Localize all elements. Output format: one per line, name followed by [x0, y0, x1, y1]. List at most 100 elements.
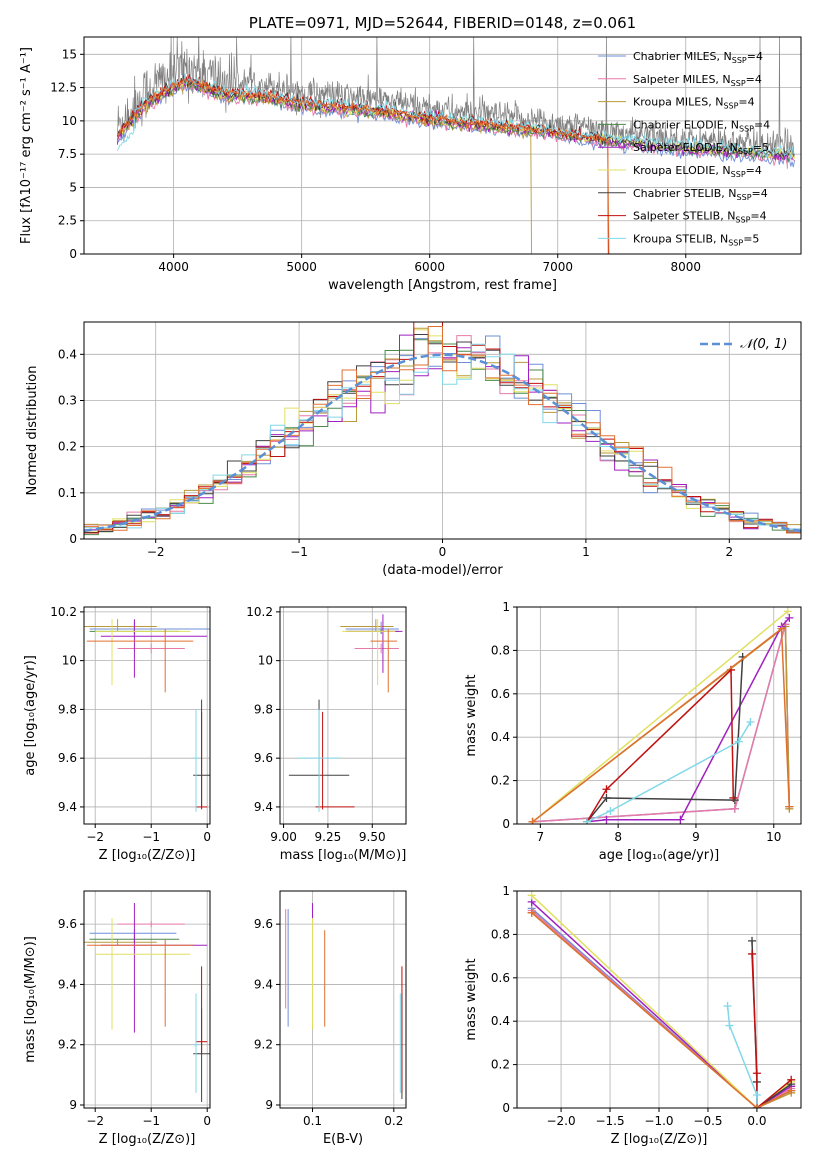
y-tick-label: 15	[62, 47, 77, 61]
error-bar	[100, 619, 208, 678]
y-tick-label: 0.8	[491, 927, 510, 941]
y-axis-label: mass weight	[464, 958, 479, 1040]
weight-point	[785, 613, 794, 622]
legend-entry: Kroupa ELODIE, NSSP=4	[633, 164, 762, 179]
weight-series	[726, 1005, 758, 1108]
error-bar	[354, 643, 399, 654]
y-tick-label: 0.2	[491, 774, 510, 788]
y-axis-label: Flux [fλ10⁻¹⁷ erg cm⁻² s⁻¹ A⁻¹]	[19, 47, 34, 244]
x-tick-label: 8	[614, 830, 622, 844]
error-bar	[347, 614, 403, 673]
weight-point	[528, 817, 537, 824]
y-tick-label: 9.6	[58, 751, 77, 765]
error-bar	[196, 966, 208, 1054]
weight-point	[752, 1104, 761, 1108]
y-tick-label: 0	[69, 247, 77, 261]
mass-vs-EBV-grid	[280, 891, 406, 1108]
x-tick-label: 7	[537, 830, 545, 844]
legend-entry: Chabrier MILES, NSSP=4	[633, 50, 763, 65]
y-tick-label: 9.2	[254, 1038, 273, 1052]
x-axis-label: age [log₁₀(age/yr)]	[599, 848, 720, 863]
weight-point	[583, 817, 592, 824]
weight-point	[729, 793, 738, 802]
mass-weight-vs-Z-grid	[517, 890, 801, 1109]
y-tick-label: 10.2	[50, 605, 77, 619]
residuals-plot-area	[84, 322, 801, 536]
weight-series	[586, 656, 744, 823]
x-tick-label: −1.0	[644, 1114, 673, 1128]
gaussian-curve	[84, 353, 801, 533]
error-bar	[196, 711, 208, 810]
x-axis-label: mass [log₁₀(M/M⊙)]	[280, 848, 407, 863]
age-vs-mass-panel: 9.00 9.25 9.50 9.4 9.6 9.8 10 10.2 mass [log₁₀(M…	[246, 605, 407, 863]
x-tick-label: 0	[203, 830, 211, 844]
weight-point	[676, 815, 685, 824]
error-bar	[100, 903, 208, 1033]
age-vs-mass-grid	[280, 607, 406, 824]
weight-series	[751, 953, 792, 1108]
error-bar	[315, 711, 355, 810]
legend-entry: Kroupa MILES, NSSP=4	[633, 96, 755, 111]
x-tick-label: −1	[290, 545, 308, 559]
weight-point	[602, 793, 611, 802]
y-tick-label: 0.8	[491, 643, 510, 657]
legend-entry: Chabrier STELIB, NSSP=4	[633, 187, 768, 202]
chart-title: PLATE=0971, MJD=52644, FIBERID=0148, z=0…	[249, 14, 636, 32]
mass-vs-Z-plot-area	[84, 903, 210, 1102]
x-axis-label: Z [log₁₀(Z/Z⊙)]	[99, 1132, 196, 1147]
y-tick-label: 1	[502, 884, 510, 898]
weight-point	[725, 1021, 734, 1030]
weight-point	[527, 891, 536, 900]
observed-spectrum	[116, 37, 795, 169]
age-vs-Z-panel: −2 −1 0 9.4 9.6 9.8 10 10.2 Z [log₁₀(Z/Z⊙)] age […	[23, 605, 211, 863]
weight-point	[746, 718, 755, 727]
x-axis-label: Z [log₁₀(Z/Z⊙)]	[99, 848, 196, 863]
legend-entry: Salpeter MILES, NSSP=4	[633, 73, 762, 88]
x-tick-label: 0	[439, 545, 447, 559]
x-tick-label: 0.1	[303, 1114, 322, 1128]
model-spectrum	[116, 78, 610, 254]
legend-entry: Salpeter STELIB, NSSP=4	[633, 210, 767, 225]
weight-point	[787, 1086, 796, 1095]
y-tick-label: 10	[62, 654, 77, 668]
age-vs-Z-grid	[84, 607, 210, 824]
mass-weight-vs-age-grid	[517, 606, 801, 825]
y-tick-label: 9.6	[58, 917, 77, 931]
x-tick-label: 2	[725, 545, 733, 559]
spectrum-plot-area	[116, 37, 796, 254]
y-tick-label: 0.3	[58, 393, 77, 407]
y-tick-label: 9	[265, 1098, 273, 1112]
x-tick-label: 9.00	[270, 830, 297, 844]
age-vs-mass-plot-area	[288, 614, 403, 812]
y-tick-label: 9.2	[58, 1038, 77, 1052]
y-tick-label: 0	[502, 1101, 510, 1115]
mass-weight-vs-Z-panel: −2.0 −1.5 −1.0 −0.5 0.0 0 0.2 0.4 0.6 0.8 1 Z [log₁…	[464, 884, 802, 1147]
mass-weight-vs-age-panel: 7 8 9 10 0 0.2 0.4 0.6 0.8 1 age [log₁₀(age/yr)] ma…	[464, 600, 802, 863]
error-bar	[95, 918, 191, 1030]
y-tick-label: 0.6	[491, 971, 510, 985]
x-tick-label: 10	[766, 830, 781, 844]
y-tick-label: 0.4	[58, 347, 77, 361]
y-tick-label: 10	[258, 654, 273, 668]
y-tick-label: 0.6	[491, 687, 510, 701]
error-bar	[84, 619, 157, 632]
x-tick-label: −2	[86, 1114, 104, 1128]
weight-series	[531, 909, 792, 1108]
error-bar	[86, 628, 194, 693]
error-bar	[86, 939, 194, 1027]
x-tick-label: 7000	[542, 260, 573, 274]
weight-point	[730, 804, 739, 813]
weight-series	[532, 610, 789, 823]
weight-point	[777, 624, 786, 633]
weight-point	[748, 949, 757, 958]
error-bar	[95, 619, 191, 686]
x-tick-label: −2	[86, 830, 104, 844]
x-tick-label: 0	[203, 1114, 211, 1128]
y-tick-label: 9.4	[254, 800, 273, 814]
weight-series	[586, 668, 735, 823]
y-tick-label: 2.5	[58, 214, 77, 228]
x-tick-label: −2.0	[546, 1114, 575, 1128]
weight-point	[752, 1090, 761, 1099]
model-spectrum	[116, 73, 795, 160]
